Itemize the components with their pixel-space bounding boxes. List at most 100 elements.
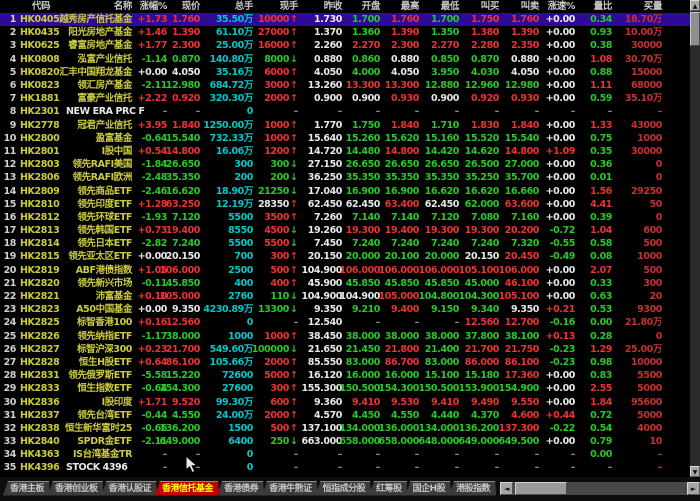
table-row[interactable]: 23 HK2823 A50中国基金 +0.00 9.350 4230.89万 13300 ↓ 9…	[0, 303, 690, 316]
cell-code: HK2833	[20, 383, 60, 395]
tab-香港债券[interactable]: 香港债券	[217, 481, 264, 496]
column-header[interactable]: 开盘	[361, 1, 381, 12]
tab-恒指成分股[interactable]: 恒指成分股	[316, 481, 372, 496]
column-header[interactable]: 量比	[593, 1, 613, 12]
cell-bid: 12.560	[464, 317, 500, 329]
cell-name: ABF港债指数	[75, 264, 133, 276]
vertical-scrollbar-thumb[interactable]	[690, 12, 700, 46]
scroll-up-icon[interactable]: ▲	[690, 0, 700, 11]
cell-low: 20.000	[424, 251, 460, 263]
cell-code: HK2825	[20, 317, 60, 329]
table-row[interactable]: 18 HK2814 领先日本ETF -2.82 7.240 5500 5500 ↓ 7.450 7…	[0, 237, 690, 250]
tab-香港创业板[interactable]: 香港创业板	[48, 481, 104, 496]
table-row[interactable]: 25 HK2826 领先纳指ETF -1.17 38.000 1000 1000 ↑ 38.45…	[0, 330, 690, 343]
table-row[interactable]: 20 HK2819 ABF港债指数 +1.05 106.000 2500 500 ↑ 104.9…	[0, 264, 690, 277]
tab-香港信托基金[interactable]: 香港信托基金	[155, 481, 219, 496]
table-row[interactable]: 4 HK0808 泓富产业信托 -1.14 0.870 140.80万 8000 ↓ 0.880…	[0, 53, 690, 66]
column-header[interactable]: 昨收	[323, 1, 343, 12]
column-header[interactable]: 现手	[279, 1, 299, 12]
scroll-right-icon[interactable]: ►	[687, 481, 700, 495]
table-row[interactable]: 29 HK2833 恒生指数ETF -0.64 154.300 27600 300 ↑ 155.…	[0, 382, 690, 395]
tick-up-icon: ↑	[290, 27, 298, 39]
cell-current-volume: 4500 ↓	[255, 224, 300, 237]
table-row[interactable]: 7 HK1881 富豪产业信托 +2.22 0.920 320.30万 2000 ↑ 0.900…	[0, 92, 690, 105]
table-row[interactable]: 15 HK2810 领先印度ETF +1.28 63.250 12.19万 28350 ↑ 62…	[0, 198, 690, 211]
table-row[interactable]: 3 HK0625 睿富房地产基金 +1.77 2.300 25.00万 16000 ↑ 2.26…	[0, 39, 690, 52]
table-row[interactable]: 10 HK2800 盈富基金 -0.64 15.540 732.33万 1000 ↑ 15.64…	[0, 132, 690, 145]
table-row[interactable]: 34 HK4363 ⅠS台湾基金TR – – 0 – – – – – – – – 0.00 –	[0, 448, 690, 461]
cell-row-number: 4	[9, 53, 17, 65]
cell-bid: –	[494, 462, 500, 474]
cell-change-speed: +0.00	[545, 159, 576, 171]
table-row[interactable]: 6 HK0823 领汇房产基金 -2.11 12.980 684.72万 3000 ↑ 13.2…	[0, 79, 690, 92]
table-row[interactable]: 13 HK2806 领先RAFI欧洲 -2.48 35.350 200 200 ↓ 36.250…	[0, 171, 690, 184]
horizontal-scrollbar-thumb[interactable]	[515, 481, 568, 495]
table-row[interactable]: 28 HK2831 领先俄罗斯ETF -5.58 15.220 72600 5000 ↑ 16.…	[0, 369, 690, 382]
tab-红筹股[interactable]: 红筹股	[369, 481, 408, 496]
cell-buy-volume: –	[657, 106, 663, 118]
cell-open: 20.000	[345, 251, 381, 263]
table-row[interactable]: 30 HK2836 Ⅰ股印度 +1.71 9.520 99.30万 600 ↑ 9.360 9.4…	[0, 395, 690, 408]
horizontal-scrollbar[interactable]: ◄ ►	[500, 481, 700, 495]
column-header[interactable]: 涨幅%	[139, 1, 168, 12]
tick-up-icon: ↑	[290, 409, 298, 421]
scroll-down-icon[interactable]: ▼	[690, 466, 700, 477]
table-row[interactable]: 27 HK2828 恒生H股ETF +0.64 86.100 105.66万 2000 ↑ 85…	[0, 356, 690, 369]
table-row[interactable]: 9 HK2778 冠君产业信托 +3.95 1.840 1250.00万 1000 ↑ 1.77…	[0, 119, 690, 132]
cell-volume-ratio: 0.72	[590, 409, 612, 421]
cell-low: 648.000	[418, 436, 460, 448]
column-header[interactable]: 代码	[31, 1, 51, 12]
column-header[interactable]: 叫买	[480, 1, 500, 12]
table-row[interactable]: 12 HK2803 领先RAFI美国 -1.84 26.650 300 300 ↓ 27.150…	[0, 158, 690, 171]
column-header[interactable]: 名称	[113, 1, 133, 12]
table-row[interactable]: 2 HK0435 阳光房地产基金 +1.46 1.390 61.10万 27000 ↑ 1.37…	[0, 26, 690, 39]
current-volume-value: 1200	[264, 145, 290, 157]
column-header[interactable]: 最高	[400, 1, 420, 12]
vertical-scrollbar[interactable]: ▲ ▼	[690, 0, 700, 477]
table-row[interactable]: 11 HK2801 Ⅰ股中国 +0.54 14.800 16.06万 1200 ↑ 14.720…	[0, 145, 690, 158]
tick-down-icon: ↓	[290, 159, 298, 171]
tick-down-icon: ↓	[290, 53, 298, 65]
column-header[interactable]: 叫卖	[520, 1, 540, 12]
cell-buy-volume: 43000	[630, 119, 662, 131]
tab-香港认股证[interactable]: 香港认股证	[102, 481, 158, 496]
tab-香港主板[interactable]: 香港主板	[3, 481, 50, 496]
tab-港股指数[interactable]: 港股指数	[449, 481, 496, 496]
column-header[interactable]: 总手	[234, 1, 254, 12]
table-row[interactable]: 33 HK2840 SPDR金ETF -2.11 649.000 6400 250 ↓ 663.…	[0, 435, 690, 448]
table-row[interactable]: 1 HK0405 越秀房产信托基金 +1.73 1.760 35.50万 10000 ↑ 1.7…	[0, 13, 690, 27]
cell-change-pct: -5.58	[141, 370, 168, 382]
table-row[interactable]: 5 HK0820 汇丰中国翔龙基金 +0.00 4.050 35.16万 6000 ↑ 4.05…	[0, 66, 690, 79]
table-row[interactable]: 35 HK4396 STOCK 4396 – – 0 – – – – – – – – – –	[0, 461, 690, 474]
tab-国企H股[interactable]: 国企H股	[406, 481, 452, 496]
column-header[interactable]: 最低	[440, 1, 460, 12]
table-row[interactable]: 31 HK2837 领先台湾ETF -0.44 4.550 24.00万 2000 ↑ 4.57…	[0, 409, 690, 422]
table-row[interactable]: 17 HK2813 领先韩国ETF +0.73 19.400 8550 4500 ↓ 19.26…	[0, 224, 690, 237]
table-row[interactable]: 19 HK2815 领先亚太区ETF +0.00 20.150 700 300 ↑ 20.150…	[0, 250, 690, 263]
cell-ask: 649.500	[498, 436, 540, 448]
scroll-left-icon[interactable]: ◄	[500, 481, 514, 495]
table-row[interactable]: 22 HK2821 沛富基金 +0.10 105.000 2760 110 ↓ 104.900 1…	[0, 290, 690, 303]
cell-ask: 105.100	[498, 291, 540, 303]
table-row[interactable]: 14 HK2809 领先商品ETF -2.46 16.620 18.90万 21250 ↓ 17…	[0, 184, 690, 197]
cell-total-volume: 200	[234, 172, 253, 184]
current-volume-value: 1000	[264, 132, 290, 144]
table-row[interactable]: 32 HK2838 恒生新华富时25 -0.66 136.200 1500 500 ↑ 137.…	[0, 422, 690, 435]
cell-high: 7.240	[390, 238, 419, 250]
table-row[interactable]: 21 HK2820 领先新兴市场 -0.11 45.850 400 400 ↑ 45.900 45…	[0, 277, 690, 290]
cell-price: 1.840	[171, 119, 200, 131]
current-volume-value: 21250	[257, 185, 290, 197]
table-row[interactable]: 26 HK2827 标智沪深300 +0.23 21.700 549.60万 100000 ↓…	[0, 343, 690, 356]
cell-code: HK2836	[20, 396, 60, 408]
tab-香港牛熊证[interactable]: 香港牛熊证	[262, 481, 318, 496]
table-row[interactable]: 16 HK2812 领先环球ETF -1.93 7.120 5500 3500 ↑ 7.260 7…	[0, 211, 690, 224]
column-header[interactable]: 买量	[643, 1, 663, 12]
current-volume-value: 300	[270, 251, 290, 263]
table-row[interactable]: 24 HK2825 标智香港100 +0.16 12.560 0–12.540– – –12.…	[0, 316, 690, 329]
cell-current-volume: 250 ↓	[255, 435, 300, 448]
column-header[interactable]: 涨速%	[547, 1, 576, 12]
cell-volume-ratio: 0.63	[590, 291, 612, 303]
table-row[interactable]: 8 HK2301 NEW ERA PRC F – – 0 – – – – – – – – – –	[0, 105, 690, 118]
column-header[interactable]: 现价	[181, 1, 201, 12]
horizontal-scrollbar-track[interactable]	[513, 481, 687, 495]
